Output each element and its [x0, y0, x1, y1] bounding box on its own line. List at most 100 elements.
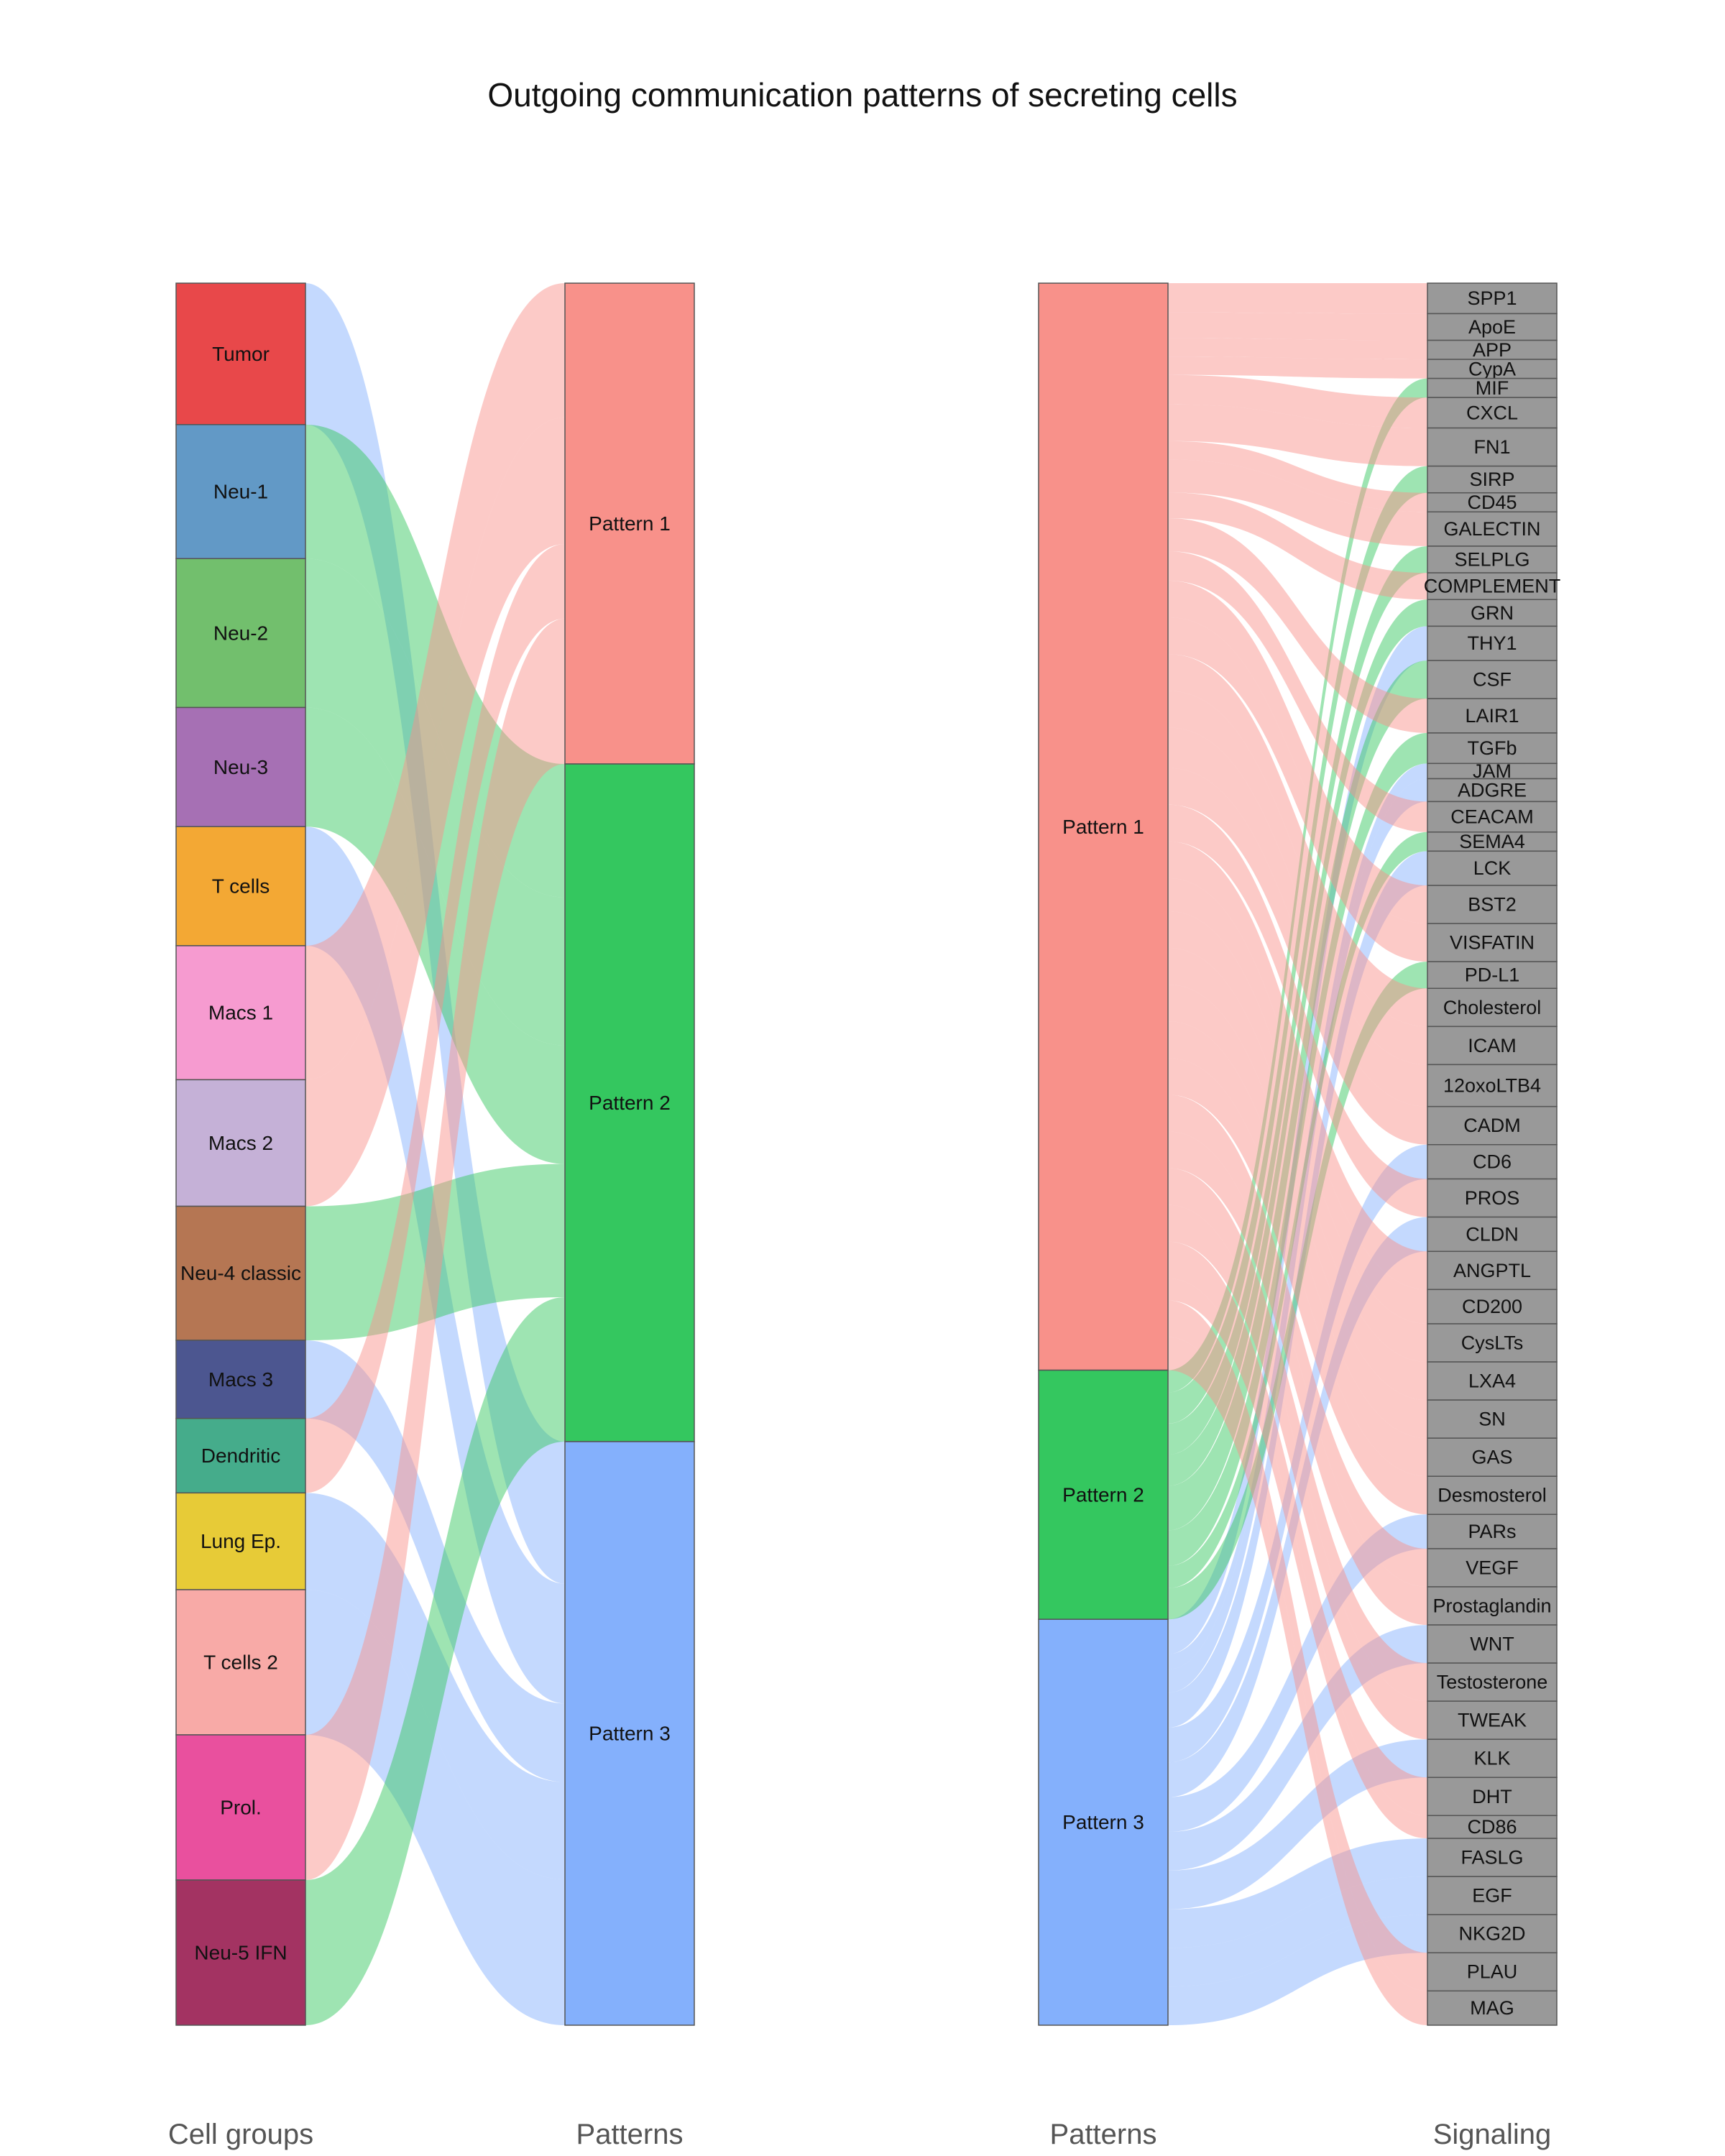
pattern-left-pattern-1-label: Pattern 1 — [589, 512, 671, 535]
signaling-cd86-label: CD86 — [1467, 1816, 1517, 1838]
signaling-vegf-label: VEGF — [1466, 1557, 1519, 1579]
signaling-gas: GAS — [1427, 1437, 1558, 1477]
signaling-egf-label: EGF — [1472, 1885, 1512, 1907]
pattern-right-pattern-2-box — [1038, 1369, 1169, 1620]
column-label-patterns-left: Patterns — [576, 2119, 684, 2150]
pattern-right-pattern-1: Pattern 1 — [1038, 282, 1169, 1371]
signaling-fn1-label: FN1 — [1473, 436, 1510, 458]
cell-group-neu-4-classic: Neu-4 classic — [175, 1205, 306, 1341]
signaling-fn1-box — [1427, 427, 1558, 467]
signaling-gas-box — [1427, 1437, 1558, 1477]
signaling-lair1-box — [1427, 698, 1558, 734]
cell-group-macs-2-label: Macs 2 — [208, 1132, 273, 1154]
signaling-bst2: BST2 — [1427, 885, 1558, 924]
cell-group-tumor: Tumor — [175, 282, 306, 425]
cell-group-neu-2-label: Neu-2 — [213, 622, 268, 644]
flow-app — [1168, 338, 1427, 360]
flow-cldn — [1168, 1217, 1427, 1797]
signaling-cxcl-label: CXCL — [1466, 402, 1518, 423]
signaling-plau: PLAU — [1427, 1952, 1558, 1992]
pattern-left-pattern-3: Pattern 3 — [564, 1441, 695, 2026]
flow-macs-3 — [305, 1340, 565, 1782]
signaling-angptl-label: ANGPTL — [1453, 1260, 1531, 1281]
flow-grn — [1168, 599, 1427, 1486]
pattern-right-pattern-1-box — [1038, 282, 1169, 1371]
signaling-wnt-label: WNT — [1470, 1634, 1514, 1655]
signaling-bst2-box — [1427, 885, 1558, 924]
flow-desmosterol — [1168, 1058, 1427, 1515]
flow-nkg2d — [1168, 1915, 1427, 2025]
signaling-plau-label: PLAU — [1467, 1961, 1518, 1983]
signaling-cd45-label: CD45 — [1467, 492, 1517, 513]
cell-group-neu-5-ifn-box — [175, 1879, 306, 2026]
flow-lxa4 — [1168, 947, 1427, 1401]
cell-group-neu-3-label: Neu-3 — [213, 756, 268, 778]
cell-group-neu-4-classic-box — [175, 1205, 306, 1341]
signaling-csf-box — [1427, 660, 1558, 699]
pattern-right-pattern-3: Pattern 3 — [1038, 1618, 1169, 2026]
signaling-faslg: FASLG — [1427, 1838, 1558, 1877]
flow-cxcl — [1168, 374, 1427, 428]
flow-lck — [1168, 851, 1427, 1728]
flow-ceacam — [1168, 551, 1427, 832]
signaling-mag: MAG — [1427, 1990, 1558, 2026]
signaling-icam-label: ICAM — [1468, 1035, 1517, 1056]
cell-group-lung-ep-label: Lung Ep. — [201, 1530, 281, 1552]
signaling-mif: MIF — [1427, 377, 1558, 399]
signaling-cadm: CADM — [1427, 1105, 1558, 1146]
signaling-testosterone: Testosterone — [1427, 1662, 1558, 1702]
column-label-cell-groups: Cell groups — [167, 2119, 314, 2150]
flow-macs-1 — [305, 283, 565, 1080]
pattern-right-pattern-2-label: Pattern 2 — [1062, 1483, 1144, 1506]
flow-mag — [1168, 1337, 1427, 2025]
signaling-dht: DHT — [1427, 1777, 1558, 1817]
signaling-thy1-box — [1427, 625, 1558, 661]
cell-group-macs-1-label: Macs 1 — [208, 1002, 273, 1024]
signaling-pros-label: PROS — [1465, 1187, 1520, 1209]
signaling-plau-box — [1427, 1952, 1558, 1992]
signaling-grn-box — [1427, 599, 1558, 627]
signaling-selplg: SELPLG — [1427, 545, 1558, 573]
signaling-tgfb: TGFb — [1427, 732, 1558, 765]
flow-cyslts — [1168, 911, 1427, 1363]
flow-cholesterol — [1168, 654, 1427, 1027]
pattern-left-pattern-2: Pattern 2 — [564, 763, 695, 1442]
signaling-cypa-label: CypA — [1468, 358, 1516, 379]
signaling-grn: GRN — [1427, 599, 1558, 627]
cell-group-neu-3-box — [175, 706, 306, 827]
cell-group-dendritic-label: Dendritic — [201, 1445, 280, 1467]
signaling-galectin-label: GALECTIN — [1443, 518, 1540, 540]
signaling-selplg-label: SELPLG — [1454, 549, 1530, 571]
signaling-sema4-box — [1427, 831, 1558, 852]
cell-group-neu-2: Neu-2 — [175, 558, 306, 709]
cell-group-lung-ep: Lung Ep. — [175, 1492, 306, 1590]
flow-csf — [1168, 660, 1427, 1531]
signaling-cd86-box — [1427, 1815, 1558, 1839]
signaling-cd45-box — [1427, 492, 1558, 512]
signaling-sema4: SEMA4 — [1427, 831, 1558, 852]
flow-tumor — [305, 283, 565, 1584]
signaling-prostaglandin: Prostaglandin — [1427, 1586, 1558, 1626]
flow-tweak — [1168, 1204, 1427, 1740]
signaling-faslg-box — [1427, 1838, 1558, 1877]
flow-layer — [305, 283, 1427, 2025]
pattern-left-pattern-2-label: Pattern 2 — [589, 1092, 671, 1114]
cell-group-neu-5-ifn-label: Neu-5 IFN — [194, 1942, 287, 1964]
signaling-bst2-label: BST2 — [1468, 894, 1517, 916]
signaling-complement: COMPLEMENT — [1424, 572, 1560, 600]
signaling-egf: EGF — [1427, 1876, 1558, 1915]
pattern-left-pattern-1: Pattern 1 — [564, 282, 695, 765]
flow-cd6 — [1168, 1144, 1427, 1763]
signaling-sirp-box — [1427, 465, 1558, 494]
signaling-klk-box — [1427, 1738, 1558, 1778]
signaling-angptl: ANGPTL — [1427, 1250, 1558, 1291]
signaling-apoe: ApoE — [1427, 313, 1558, 341]
pattern-right-pattern-3-box — [1038, 1618, 1169, 2026]
signaling-app-label: APP — [1473, 339, 1512, 361]
signaling-wnt: WNT — [1427, 1624, 1558, 1664]
flow-bst2 — [1168, 580, 1427, 924]
flow-sn — [1168, 985, 1427, 1439]
signaling-cd6-label: CD6 — [1473, 1151, 1512, 1173]
cell-group-t-cells-2-label: T cells 2 — [203, 1651, 278, 1674]
signaling-cd45: CD45 — [1427, 492, 1558, 513]
